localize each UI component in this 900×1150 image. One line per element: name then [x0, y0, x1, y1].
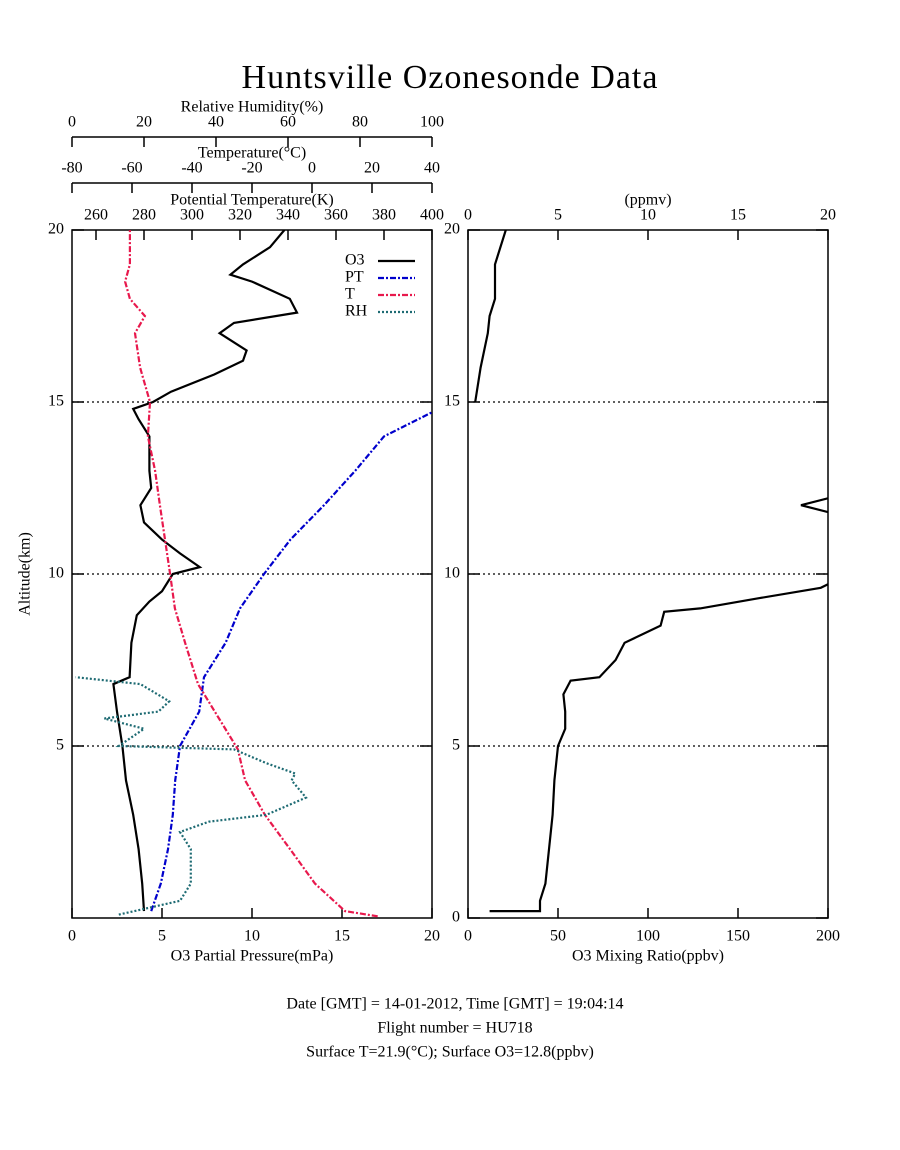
x-tick-label: 20 — [136, 114, 152, 131]
y-tick-label: 20 — [48, 221, 64, 238]
x-tick-label: 0 — [464, 928, 472, 945]
legend-label: T — [345, 286, 355, 303]
axis-label: (ppmv) — [624, 192, 671, 209]
y-tick-label: 15 — [48, 393, 64, 410]
series-line — [150, 411, 432, 912]
x-tick-label: 10 — [244, 928, 260, 945]
y-tick-label: 5 — [56, 737, 64, 754]
x-tick-label: 0 — [68, 114, 76, 131]
axis-label: Relative Humidity(%) — [181, 99, 324, 116]
footer-line: Flight number = HU718 — [377, 1020, 532, 1037]
axis-label: Temperature(°C) — [198, 145, 306, 162]
chart-title: Huntsville Ozonesonde Data — [242, 59, 659, 96]
y-tick-label: 10 — [444, 565, 460, 582]
footer-line: Surface T=21.9(°C); Surface O3=12.8(ppbv… — [306, 1044, 594, 1061]
x-tick-label: 0 — [464, 207, 472, 224]
x-tick-label: 60 — [280, 114, 296, 131]
x-tick-label: -40 — [181, 160, 202, 177]
x-tick-label: 80 — [352, 114, 368, 131]
x-tick-label: 400 — [420, 207, 444, 224]
y-tick-label: 5 — [452, 737, 460, 754]
axis-label: O3 Mixing Ratio(ppbv) — [572, 948, 724, 965]
legend-label: PT — [345, 269, 364, 286]
x-tick-label: 320 — [228, 207, 252, 224]
y-tick-label: 0 — [452, 909, 460, 926]
axis-label: O3 Partial Pressure(mPa) — [171, 948, 334, 965]
x-tick-label: 260 — [84, 207, 108, 224]
x-tick-label: 15 — [334, 928, 350, 945]
x-tick-label: 50 — [550, 928, 566, 945]
series-line — [123, 230, 378, 918]
x-tick-label: -20 — [241, 160, 262, 177]
series-line — [75, 676, 308, 916]
x-tick-label: 0 — [68, 928, 76, 945]
x-tick-label: 5 — [554, 207, 562, 224]
x-tick-label: 280 — [132, 207, 156, 224]
x-tick-label: 15 — [730, 207, 746, 224]
axis-label: Potential Temperature(K) — [170, 192, 333, 209]
x-tick-label: -60 — [121, 160, 142, 177]
y-tick-label: 15 — [444, 393, 460, 410]
x-tick-label: -80 — [61, 160, 82, 177]
x-tick-label: 150 — [726, 928, 750, 945]
y-axis-label: Altitude(km) — [17, 532, 34, 616]
x-tick-label: 40 — [208, 114, 224, 131]
x-tick-label: 20 — [364, 160, 380, 177]
x-tick-label: 10 — [640, 207, 656, 224]
y-tick-label: 20 — [444, 221, 460, 238]
x-tick-label: 300 — [180, 207, 204, 224]
legend-label: RH — [345, 303, 368, 320]
x-tick-label: 0 — [308, 160, 316, 177]
series-line — [112, 230, 299, 912]
x-tick-label: 100 — [636, 928, 660, 945]
series-line — [489, 497, 828, 913]
x-tick-label: 20 — [820, 207, 836, 224]
x-tick-label: 100 — [420, 114, 444, 131]
x-tick-label: 340 — [276, 207, 300, 224]
y-tick-label: 10 — [48, 565, 64, 582]
x-tick-label: 360 — [324, 207, 348, 224]
x-tick-label: 20 — [424, 928, 440, 945]
footer-line: Date [GMT] = 14-01-2012, Time [GMT] = 19… — [286, 996, 623, 1013]
x-tick-label: 40 — [424, 160, 440, 177]
x-tick-label: 380 — [372, 207, 396, 224]
x-tick-label: 200 — [816, 928, 840, 945]
legend-label: O3 — [345, 252, 365, 269]
series-line — [474, 230, 507, 403]
x-tick-label: 5 — [158, 928, 166, 945]
